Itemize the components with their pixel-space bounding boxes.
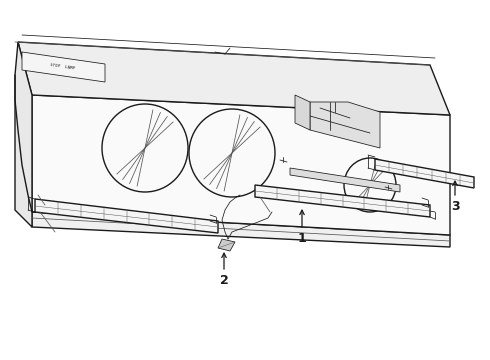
- Polygon shape: [255, 185, 430, 217]
- Polygon shape: [32, 95, 450, 235]
- Text: 2: 2: [220, 274, 228, 288]
- Text: 1: 1: [297, 231, 306, 244]
- Polygon shape: [22, 52, 105, 82]
- Polygon shape: [295, 95, 310, 130]
- Polygon shape: [375, 159, 474, 188]
- Polygon shape: [218, 239, 235, 251]
- Polygon shape: [18, 42, 450, 115]
- Polygon shape: [290, 168, 400, 192]
- Polygon shape: [15, 42, 32, 227]
- Polygon shape: [35, 199, 218, 233]
- Text: STOP  LAMP: STOP LAMP: [50, 63, 75, 71]
- Polygon shape: [310, 102, 380, 148]
- Text: 3: 3: [451, 201, 459, 213]
- Polygon shape: [32, 212, 450, 247]
